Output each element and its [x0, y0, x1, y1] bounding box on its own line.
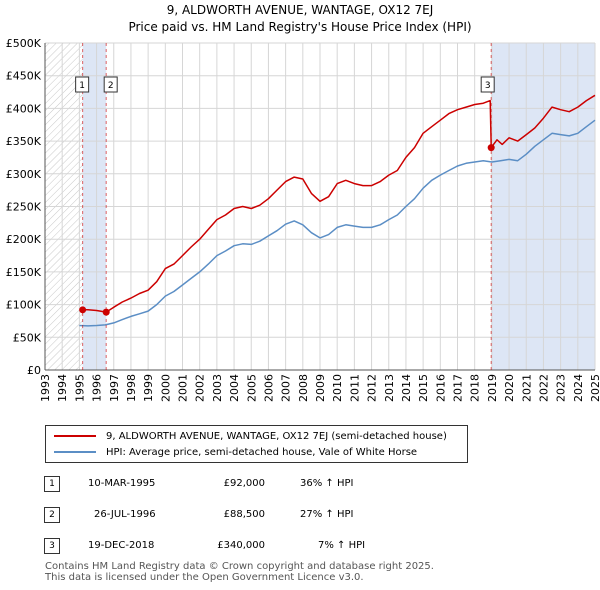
sale-price: £88,500 — [223, 509, 265, 520]
y-tick-label: £200K — [6, 233, 42, 246]
x-tick-label: 2019 — [486, 374, 499, 402]
sale-price: £340,000 — [217, 540, 265, 551]
x-tick-label: 2003 — [211, 374, 224, 402]
property-price-line — [82, 94, 596, 313]
sale-label-box — [75, 76, 90, 93]
sale-date: 19-DEC-2018 — [88, 540, 155, 551]
sale-hpi-change: 27% ↑ HPI — [300, 509, 354, 520]
sale-label-number: 3 — [485, 81, 491, 91]
x-tick-label: 2020 — [503, 374, 516, 402]
x-tick-label: 1995 — [73, 374, 86, 402]
y-tick-label: £250K — [6, 201, 42, 214]
x-tick-label: 1993 — [39, 374, 52, 402]
y-tick-label: £150K — [6, 266, 42, 279]
legend-label-property: 9, ALDWORTH AVENUE, WANTAGE, OX12 7EJ (s… — [106, 430, 447, 442]
legend-item-property: 9, ALDWORTH AVENUE, WANTAGE, OX12 7EJ (s… — [46, 428, 447, 444]
x-tick-label: 2009 — [314, 374, 327, 402]
sale-date: 10-MAR-1995 — [88, 478, 156, 489]
x-tick-label: 1997 — [108, 374, 121, 402]
y-tick-label: £450K — [6, 70, 42, 83]
x-tick-label: 2004 — [228, 374, 241, 402]
y-tick-label: £0 — [27, 364, 41, 377]
title-line-1: 9, ALDWORTH AVENUE, WANTAGE, OX12 7EJ — [166, 3, 434, 17]
sale-point — [487, 144, 495, 152]
sale-label-box — [103, 76, 118, 93]
x-tick-label: 2001 — [177, 374, 190, 402]
title-line-2: Price paid vs. HM Land Registry's House … — [128, 20, 472, 34]
x-tick-label: 2016 — [434, 374, 447, 402]
footer-attribution: Contains HM Land Registry data © Crown c… — [45, 561, 434, 583]
x-tick-label: 2012 — [366, 374, 379, 402]
sale-label-number: 1 — [79, 81, 85, 91]
x-tick-label: 2006 — [262, 374, 275, 402]
x-tick-label: 2014 — [400, 374, 413, 402]
sale-hpi-change: 36% ↑ HPI — [300, 478, 354, 489]
y-tick-label: £400K — [6, 102, 42, 115]
x-tick-label: 2025 — [589, 374, 600, 402]
sale-number-badge: 2 — [44, 507, 60, 523]
x-tick-label: 1999 — [142, 374, 155, 402]
x-tick-label: 2000 — [159, 374, 172, 402]
legend: 9, ALDWORTH AVENUE, WANTAGE, OX12 7EJ (s… — [45, 425, 468, 463]
x-tick-label: 2018 — [469, 374, 482, 402]
x-tick-label: 1996 — [91, 374, 104, 402]
hpi-line — [79, 119, 596, 327]
sale-row: 1 10-MAR-1995 £92,000 36% ↑ HPI — [0, 472, 600, 496]
chart-title: 9, ALDWORTH AVENUE, WANTAGE, OX12 7EJ Pr… — [0, 2, 600, 36]
sale-hpi-change: 7% ↑ HPI — [318, 540, 366, 551]
x-tick-label: 2008 — [297, 374, 310, 402]
sale-point — [79, 306, 87, 314]
x-tick-label: 2013 — [383, 374, 396, 402]
sale-price: £92,000 — [223, 478, 265, 489]
x-tick-label: 2010 — [331, 374, 344, 402]
sale-label-number: 2 — [108, 81, 114, 91]
y-tick-label: £50K — [13, 331, 42, 344]
x-tick-label: 2023 — [555, 374, 568, 402]
legend-swatch-property — [54, 435, 96, 437]
x-tick-label: 2002 — [194, 374, 207, 402]
sale-label-box — [480, 76, 495, 93]
x-tick-label: 1998 — [125, 374, 138, 402]
x-tick-label: 2017 — [452, 374, 465, 402]
sale-point — [102, 308, 110, 316]
legend-swatch-hpi — [54, 451, 96, 453]
footer-line-2: This data is licensed under the Open Gov… — [45, 572, 364, 583]
legend-item-hpi: HPI: Average price, semi-detached house,… — [46, 444, 417, 460]
x-tick-label: 2022 — [537, 374, 550, 402]
x-tick-label: 2015 — [417, 374, 430, 402]
y-tick-label: £100K — [6, 299, 42, 312]
x-tick-label: 2007 — [280, 374, 293, 402]
x-tick-label: 2011 — [348, 374, 361, 402]
sale-number-badge: 3 — [44, 538, 60, 554]
price-chart: £0 £50K £100K £150K £200K £250K £300K £350K £400… — [6, 37, 600, 402]
x-tick-label: 2021 — [520, 374, 533, 402]
y-tick-label: £500K — [6, 37, 42, 50]
sale-number-badge: 1 — [44, 476, 60, 492]
y-tick-label: £300K — [6, 168, 42, 181]
legend-label-hpi: HPI: Average price, semi-detached house,… — [106, 446, 418, 458]
y-tick-label: £350K — [6, 135, 42, 148]
sale-date: 26-JUL-1996 — [94, 509, 156, 520]
x-tick-label: 2024 — [572, 374, 585, 402]
sale-row: 3 19-DEC-2018 £340,000 7% ↑ HPI — [0, 534, 600, 558]
x-tick-label: 1994 — [56, 374, 69, 402]
sale-row: 2 26-JUL-1996 £88,500 27% ↑ HPI — [0, 503, 600, 527]
x-tick-label: 2005 — [245, 374, 258, 402]
footer-line-1: Contains HM Land Registry data © Crown c… — [45, 561, 434, 572]
